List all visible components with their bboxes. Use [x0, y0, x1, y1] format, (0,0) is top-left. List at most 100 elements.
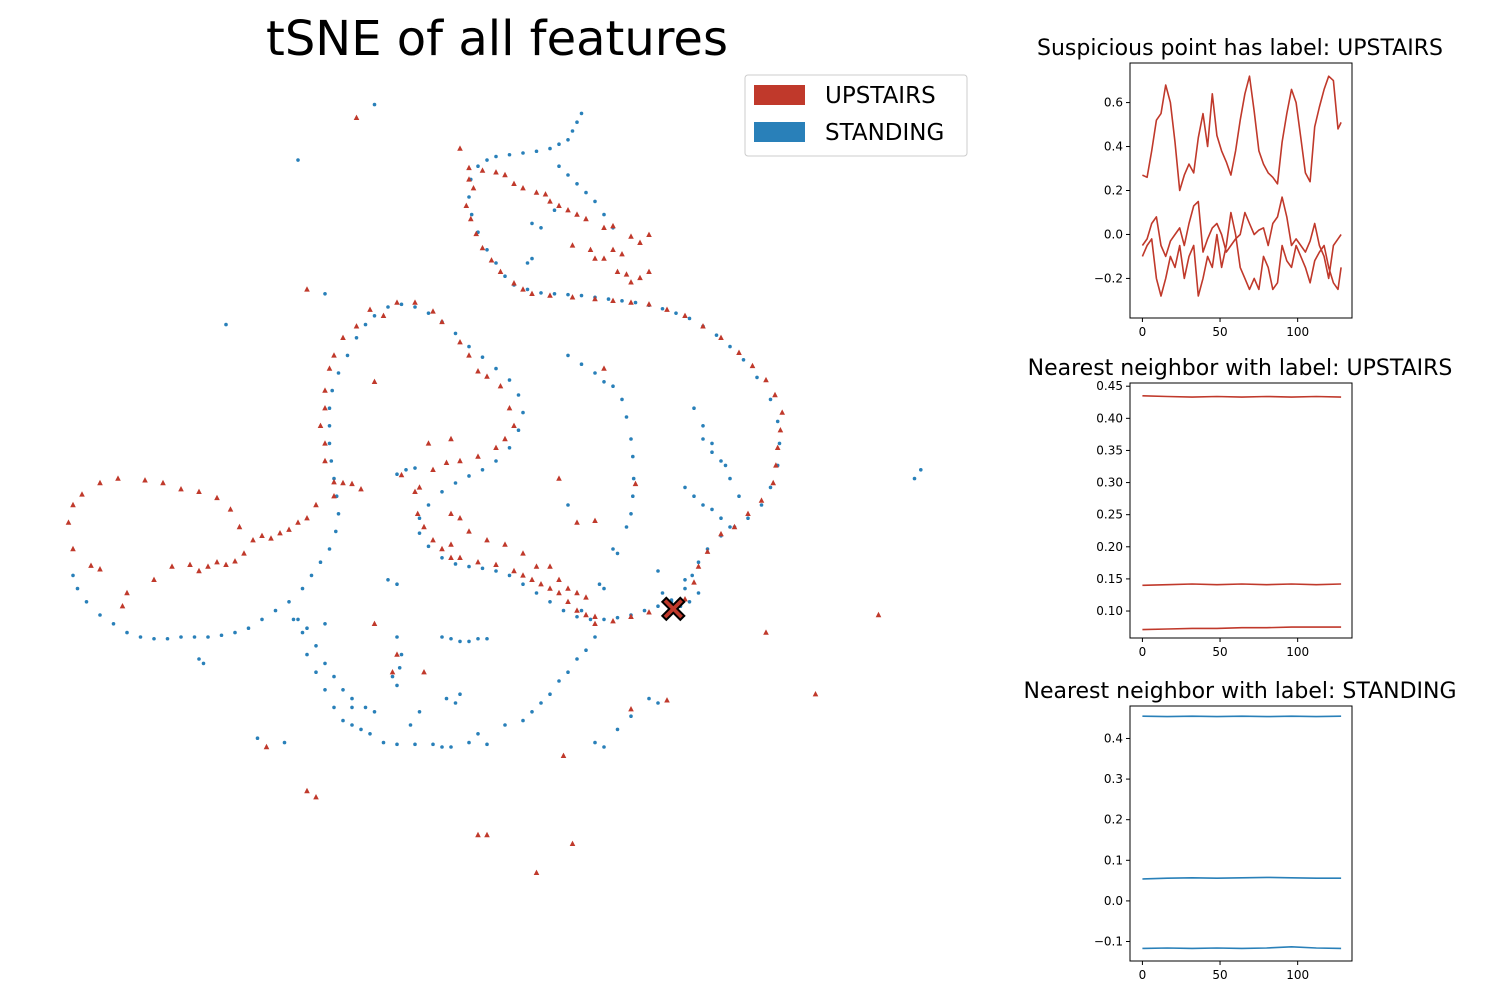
standing-point [287, 600, 291, 604]
upstairs-point [691, 579, 697, 585]
standing-point [593, 635, 597, 639]
standing-point [575, 657, 579, 661]
signal-line [1142, 75, 1342, 192]
standing-point [449, 745, 453, 749]
standing-point [629, 714, 633, 718]
standing-point [397, 666, 402, 670]
upstairs-point [331, 493, 337, 499]
standing-point [534, 149, 539, 154]
upstairs-point [178, 485, 184, 492]
upstairs-point [628, 299, 634, 305]
standing-point [453, 331, 458, 336]
upstairs-point [430, 537, 436, 543]
standing-point [332, 705, 336, 710]
upstairs-point [529, 290, 535, 296]
upstairs-point [511, 180, 517, 186]
signal-line [1141, 196, 1342, 280]
standing-point [494, 154, 498, 159]
standing-point [521, 151, 525, 155]
x-tick-label: 0 [1139, 325, 1147, 339]
subplot-title-standing-neighbor: Nearest neighbor with label: STANDING [1023, 679, 1456, 704]
standing-point [309, 573, 314, 578]
upstairs-point [169, 563, 175, 569]
upstairs-point [214, 494, 220, 501]
y-tick-label: 0.6 [1104, 96, 1123, 110]
y-tick-label: 0.4 [1104, 140, 1123, 154]
standing-point [602, 586, 606, 591]
standing-point [413, 466, 417, 470]
standing-point [480, 468, 485, 472]
upstairs-point [632, 480, 639, 487]
y-tick-label: 0.45 [1096, 379, 1123, 393]
upstairs-point [448, 554, 454, 560]
upstairs-point [547, 563, 553, 569]
standing-point [165, 636, 170, 641]
standing-point [467, 195, 471, 199]
standing-point [723, 463, 728, 468]
standing-point [692, 406, 696, 411]
standing-point [318, 560, 323, 564]
standing-point [386, 578, 390, 582]
y-tick-label: 0.35 [1096, 443, 1123, 457]
axis-ticks: 0 50 100 −0.1 0.0 0.1 0.2 0.3 0.4 [1094, 731, 1309, 982]
upstairs-point [466, 164, 472, 171]
signal-lines [1142, 395, 1342, 631]
standing-point [219, 633, 224, 638]
standing-point [453, 481, 458, 485]
standing-point [332, 674, 336, 679]
standing-point [687, 316, 692, 321]
upstairs-point [389, 669, 396, 675]
standing-point [624, 525, 629, 529]
standing-point [494, 569, 498, 573]
standing-point [624, 415, 629, 419]
upstairs-point [331, 352, 337, 358]
upstairs-point [646, 301, 652, 307]
upstairs-point [473, 230, 479, 237]
standing-point [530, 221, 534, 226]
standing-point [507, 378, 512, 382]
upstairs-point [533, 869, 540, 876]
standing-point [642, 608, 647, 613]
standing-point [710, 507, 714, 512]
standing-point [775, 419, 780, 424]
standing-point [395, 582, 399, 586]
standing-point [656, 701, 660, 705]
upstairs-point [313, 501, 319, 508]
standing-point [444, 696, 449, 701]
upstairs-point [731, 523, 738, 530]
upstairs-point [511, 422, 517, 428]
standing-point [350, 696, 354, 701]
upstairs-point [250, 537, 256, 543]
standing-point [656, 604, 660, 608]
standing-point [314, 670, 318, 674]
upstairs-point [97, 566, 103, 572]
standing-point [566, 292, 570, 297]
standing-point [912, 476, 917, 481]
upstairs-point [628, 279, 634, 285]
standing-point [674, 311, 678, 315]
upstairs-point [430, 466, 436, 472]
standing-point [507, 446, 512, 450]
standing-point [330, 388, 335, 393]
standing-point [327, 441, 332, 446]
signal-line [1142, 876, 1342, 880]
upstairs-point [475, 559, 481, 565]
upstairs-point [520, 572, 526, 578]
standing-point [390, 674, 395, 679]
upstairs-point [497, 383, 504, 389]
upstairs-point [358, 485, 364, 492]
upstairs-point [583, 611, 589, 618]
upstairs-point [160, 479, 166, 486]
scatter-points [65, 102, 923, 876]
upstairs-point [466, 352, 472, 358]
standing-point [305, 626, 309, 630]
standing-point [701, 503, 705, 507]
standing-point [494, 459, 498, 463]
upstairs-point [322, 440, 328, 446]
upstairs-point [583, 215, 589, 222]
legend-swatch-standing [754, 122, 805, 142]
standing-point [719, 459, 723, 463]
standing-point [719, 516, 723, 520]
upstairs-point [97, 479, 103, 486]
